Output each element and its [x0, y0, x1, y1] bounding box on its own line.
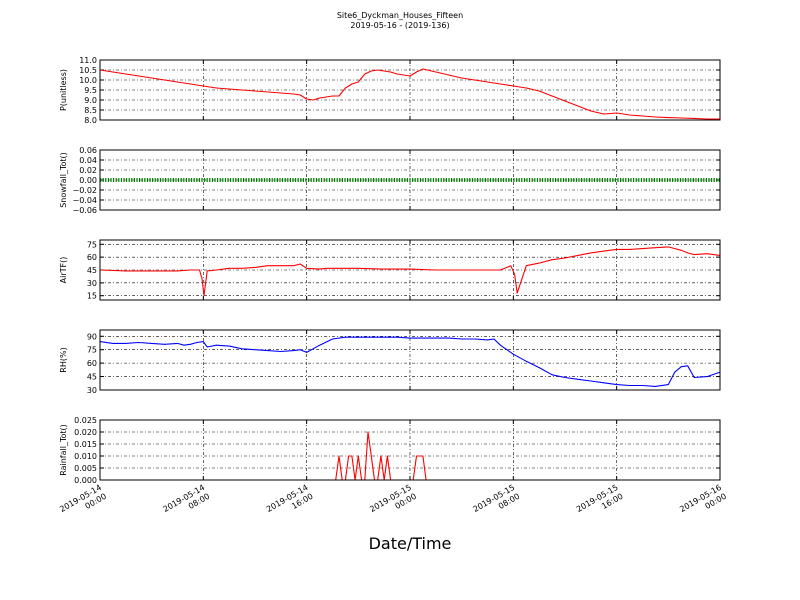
snowfall-tot-ylabel: Snowfall_Tot() — [59, 152, 68, 208]
airtf-axes-frame — [99, 239, 721, 301]
x-tick-label: 2019-05-1408:00 — [162, 483, 212, 523]
p-unitless-ytick-label: 8.0 — [84, 116, 97, 125]
rh-series — [99, 336, 721, 387]
rainfall-tot-ytick-label: 0.025 — [74, 416, 97, 425]
rh-ytick-label: 75 — [87, 346, 97, 355]
rainfall-tot-ytick-label: 0.015 — [74, 440, 97, 449]
airtf-ytick-label: 30 — [87, 279, 97, 288]
p-unitless-ylabel: P(unitless) — [59, 69, 68, 111]
airtf-ylabel: AirTF() — [59, 257, 68, 284]
rainfall-tot-axes-frame — [99, 419, 721, 481]
x-tick-label: 2019-05-1500:00 — [368, 483, 418, 523]
p-unitless-series — [99, 68, 720, 120]
airtf-ytick-label: 15 — [87, 292, 97, 301]
p-unitless-ytick-label: 11.0 — [79, 56, 97, 65]
x-tick-label: 2019-05-1508:00 — [472, 483, 522, 523]
airtf-ytick-label: 45 — [87, 266, 97, 275]
p-unitless-ytick-label: 9.0 — [84, 96, 97, 105]
airtf-ytick-label: 75 — [87, 240, 97, 249]
snowfall-tot-ytick-label: −0.06 — [72, 206, 97, 215]
rainfall-tot-series — [100, 431, 720, 481]
x-axis-label: Date/Time — [368, 534, 452, 553]
snowfall-tot-ytick-label: 0.06 — [79, 146, 97, 155]
rh-ytick-label: 60 — [87, 359, 97, 368]
rainfall-tot-ytick-label: 0.010 — [74, 452, 97, 461]
chart-subtitle: 2019-05-16 - (2019-136) — [350, 21, 450, 30]
rh-ytick-label: 45 — [87, 373, 97, 382]
x-tick-label: 2019-05-1516:00 — [575, 483, 625, 523]
x-tick-label: 2019-05-1600:00 — [678, 483, 728, 523]
snowfall-tot-ytick-label: 0.02 — [79, 166, 97, 175]
rainfall-tot-ylabel: Rainfall_Tot() — [59, 424, 68, 476]
rainfall-tot-ytick-label: 0.000 — [74, 476, 97, 485]
rh-ytick-label: 30 — [87, 386, 97, 395]
snowfall-tot-ytick-label: −0.02 — [72, 186, 97, 195]
airtf-ytick-label: 60 — [87, 253, 97, 262]
p-unitless-ytick-label: 8.5 — [84, 106, 97, 115]
snowfall-tot-ytick-label: 0.00 — [79, 176, 97, 185]
rainfall-tot-ytick-label: 0.005 — [74, 464, 97, 473]
rh-ytick-label: 90 — [87, 332, 97, 341]
x-tick-label: 2019-05-1416:00 — [265, 483, 315, 523]
p-unitless-ytick-label: 10.5 — [79, 66, 97, 75]
rh-axes-frame — [99, 329, 721, 391]
p-unitless-ytick-label: 9.5 — [84, 86, 97, 95]
chart-title: Site6_Dyckman_Houses_Fifteen — [336, 11, 464, 20]
x-tick-label: 2019-05-1400:00 — [58, 483, 108, 523]
snowfall-tot-ytick-label: −0.04 — [72, 196, 97, 205]
rainfall-tot-ytick-label: 0.020 — [74, 428, 97, 437]
p-unitless-axes-frame — [99, 59, 721, 121]
rh-ylabel: RH(%) — [59, 347, 68, 372]
p-unitless-ytick-label: 10.0 — [79, 76, 97, 85]
airtf-series — [99, 246, 721, 297]
snowfall-tot-axes-frame — [99, 149, 721, 211]
snowfall-tot-ytick-label: 0.04 — [79, 156, 97, 165]
